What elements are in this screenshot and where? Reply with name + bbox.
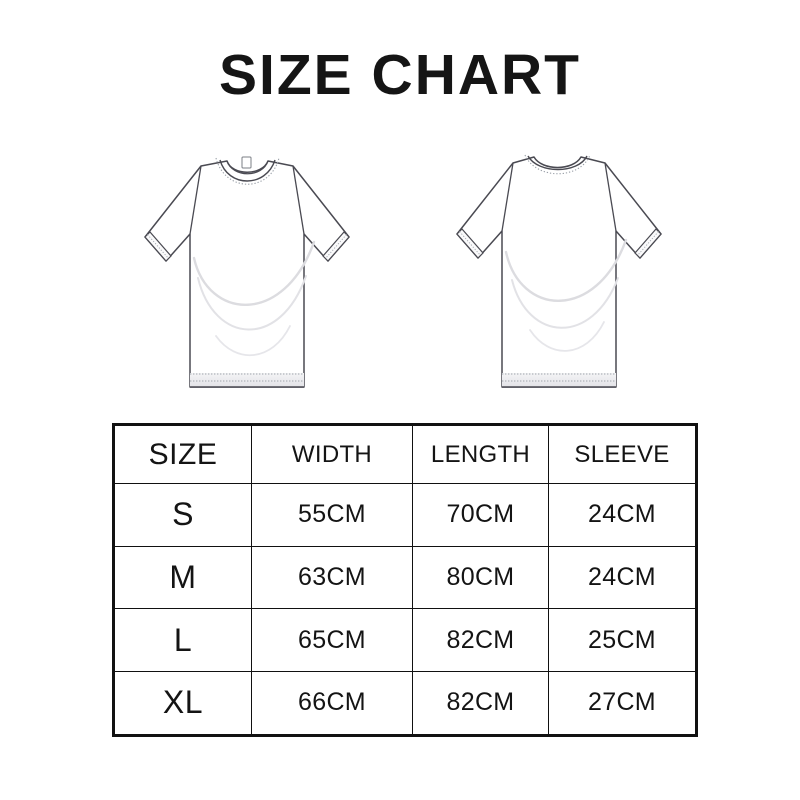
- tshirt-back-collar-stitch: [524, 154, 591, 175]
- tshirt-front-neck-tag: [241, 156, 252, 169]
- cell-length-s: 70CM: [412, 483, 549, 547]
- tshirt-back-collar-outer: [527, 155, 588, 171]
- tshirt-back-hem-band: [502, 373, 616, 387]
- tshirt-front-hem-band: [190, 373, 304, 387]
- cell-sleeve-s: 24CM: [548, 483, 697, 547]
- cell-size-xl: XL: [113, 670, 252, 737]
- column-header-length: LENGTH: [412, 423, 549, 485]
- cell-width-m: 63CM: [251, 545, 413, 610]
- tshirt-back-shoulder-seam-right: [604, 162, 617, 232]
- column-header-sleeve: SLEEVE: [548, 423, 697, 485]
- cell-sleeve-xl: 27CM: [548, 670, 697, 737]
- tshirt-front-drape-1: [192, 240, 316, 306]
- tshirt-back-drape-3: [529, 321, 605, 352]
- cell-sleeve-l: 25CM: [548, 608, 697, 672]
- column-header-width: WIDTH: [251, 423, 413, 485]
- size-chart-table-container: SIZE WIDTH LENGTH SLEEVE S 55CM 70CM 24C…: [112, 423, 698, 737]
- cell-size-l: L: [113, 608, 252, 672]
- page-title: SIZE CHART: [219, 43, 581, 107]
- tshirt-back-shoulder-seam-left: [501, 162, 514, 232]
- tshirt-back-illustration: [456, 154, 662, 388]
- tshirt-back-cuff-right-stitch: [637, 231, 659, 256]
- cell-width-s: 55CM: [251, 483, 413, 547]
- table-header-row: SIZE WIDTH LENGTH SLEEVE: [113, 423, 697, 485]
- tshirt-back-body-outline: [456, 156, 662, 388]
- tshirt-front-collar-stitch: [215, 157, 280, 185]
- tshirt-front-collar-inner: [226, 160, 269, 175]
- tshirt-front-drape-3: [215, 325, 291, 357]
- tshirt-front-cuff-right-stitch: [325, 234, 347, 259]
- tshirt-front-drape-2: [197, 275, 307, 331]
- cell-size-m: M: [113, 545, 252, 610]
- table-row: M 63CM 80CM 24CM: [113, 545, 697, 610]
- tshirt-front-shoulder-seam-right: [292, 165, 305, 235]
- tshirt-back-cuff-left-stitch: [459, 231, 481, 256]
- table-row: XL 66CM 82CM 27CM: [113, 670, 697, 737]
- cell-width-xl: 66CM: [251, 670, 413, 737]
- cell-size-s: S: [113, 483, 252, 547]
- tshirt-front-shoulder-seam-left: [189, 165, 202, 235]
- table-row: S 55CM 70CM 24CM: [113, 483, 697, 547]
- cell-sleeve-m: 24CM: [548, 545, 697, 610]
- tshirt-front-cuff-left-stitch: [147, 234, 169, 259]
- tshirt-front-collar-outer: [219, 159, 276, 182]
- cell-length-xl: 82CM: [412, 670, 549, 737]
- size-chart-table: SIZE WIDTH LENGTH SLEEVE S 55CM 70CM 24C…: [112, 423, 698, 737]
- cell-length-m: 80CM: [412, 545, 549, 610]
- tshirt-back-drape-2: [511, 277, 619, 329]
- cell-length-l: 82CM: [412, 608, 549, 672]
- tshirt-illustrations: [0, 130, 800, 410]
- tshirt-front-body-outline: [144, 160, 350, 388]
- table-row: L 65CM 82CM 25CM: [113, 608, 697, 672]
- tshirt-back-drape-1: [504, 238, 628, 302]
- tshirt-front-illustration: [144, 156, 350, 388]
- cell-width-l: 65CM: [251, 608, 413, 672]
- column-header-size: SIZE: [113, 423, 252, 485]
